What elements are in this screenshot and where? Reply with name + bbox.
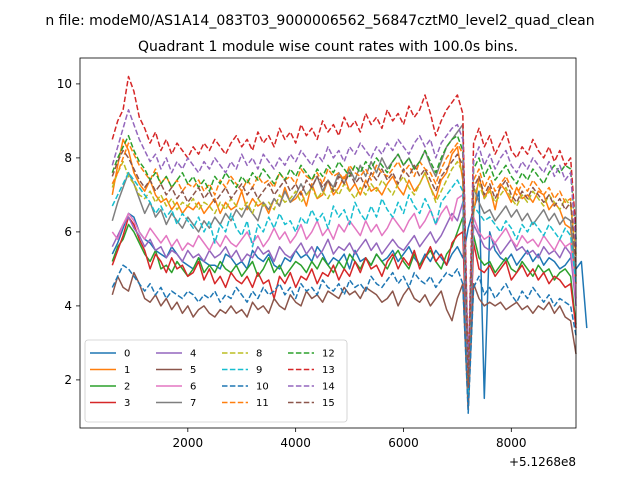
x-axis-ticks: 2000 4000 6000 8000 bbox=[173, 428, 527, 450]
series-line-15 bbox=[111, 149, 577, 389]
series-line-4 bbox=[111, 201, 577, 396]
chart-title: Quadrant 1 module wise count rates with … bbox=[138, 39, 518, 55]
x-tick-label: 4000 bbox=[280, 436, 311, 450]
x-offset-label: +5.1268e8 bbox=[509, 455, 576, 469]
series-line-0 bbox=[111, 190, 588, 400]
y-tick-label: 6 bbox=[64, 225, 72, 239]
legend-box bbox=[84, 339, 348, 423]
x-tick-label: 2000 bbox=[173, 436, 204, 450]
y-tick-label: 4 bbox=[64, 299, 72, 313]
legend-label-4: 4 bbox=[190, 349, 196, 360]
series-line-12 bbox=[111, 134, 577, 381]
y-axis-ticks: 2 4 6 8 10 bbox=[57, 77, 80, 387]
figure-suptitle: n file: modeM0/AS1A14_083T03_9000006562_… bbox=[45, 13, 594, 29]
legend-label-5: 5 bbox=[190, 365, 196, 376]
series-line-10 bbox=[111, 264, 577, 414]
series-line-14 bbox=[111, 109, 577, 377]
legend-label-14: 14 bbox=[322, 382, 335, 393]
legend-label-6: 6 bbox=[190, 382, 196, 393]
legend-label-10: 10 bbox=[256, 382, 269, 393]
legend-label-12: 12 bbox=[322, 349, 335, 360]
series-line-6 bbox=[111, 194, 577, 389]
x-tick-label: 8000 bbox=[496, 436, 527, 450]
series-line-13 bbox=[111, 75, 577, 374]
y-tick-label: 8 bbox=[64, 151, 72, 165]
legend-label-8: 8 bbox=[256, 349, 262, 360]
legend-label-0: 0 bbox=[124, 349, 130, 360]
legend-label-11: 11 bbox=[256, 398, 269, 409]
legend-label-15: 15 bbox=[322, 398, 335, 409]
plot-frame bbox=[79, 57, 577, 429]
series-line-3 bbox=[111, 216, 577, 407]
legend-label-13: 13 bbox=[322, 365, 335, 376]
legend-label-1: 1 bbox=[124, 365, 130, 376]
series-line-5 bbox=[111, 271, 577, 411]
series-lines bbox=[111, 75, 588, 414]
legend-label-9: 9 bbox=[256, 365, 262, 376]
y-tick-label: 2 bbox=[64, 373, 72, 387]
y-tick-label: 10 bbox=[57, 77, 72, 91]
x-tick-label: 6000 bbox=[388, 436, 419, 450]
legend-label-7: 7 bbox=[190, 398, 196, 409]
series-line-1 bbox=[111, 138, 577, 392]
legend-label-2: 2 bbox=[124, 382, 130, 393]
legend-label-3: 3 bbox=[124, 398, 130, 409]
series-line-11 bbox=[111, 142, 577, 385]
series-line-9 bbox=[111, 171, 577, 396]
